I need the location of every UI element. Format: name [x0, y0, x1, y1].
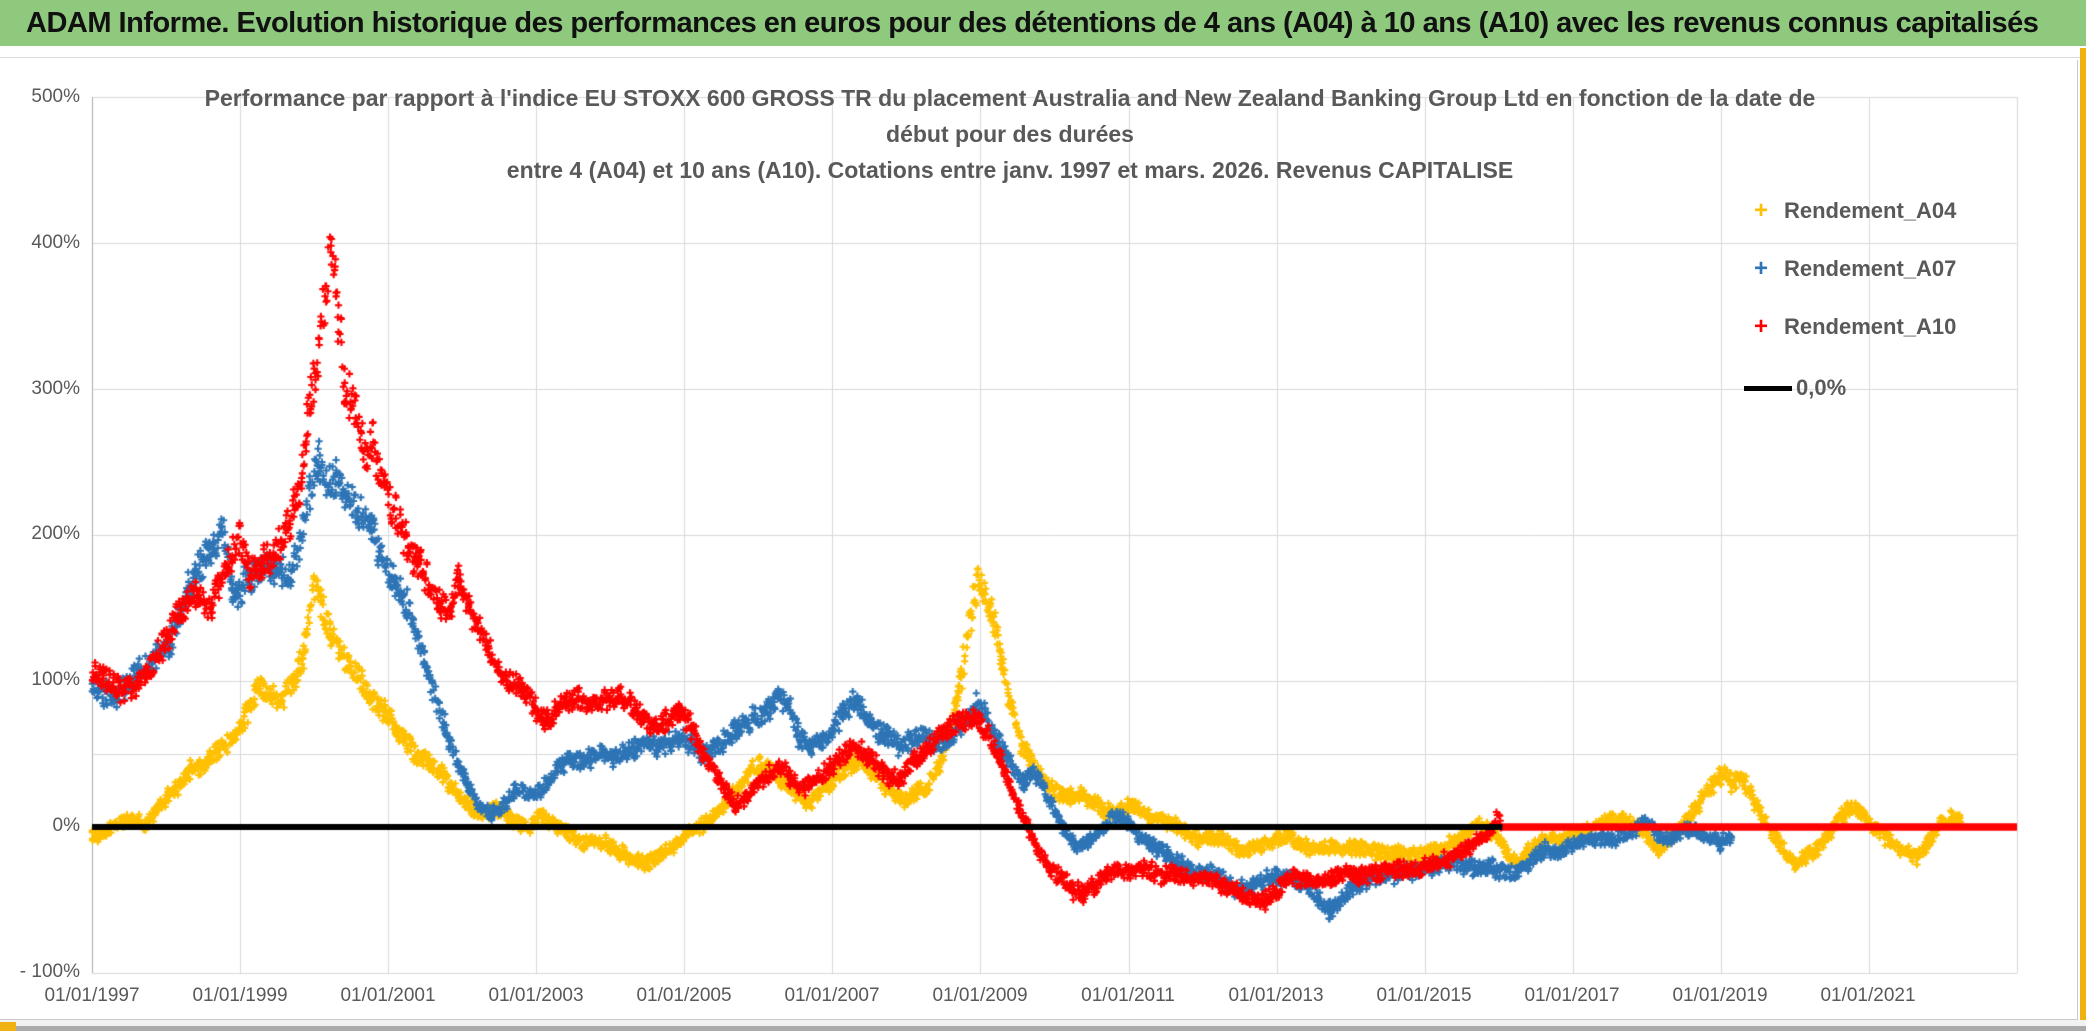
x-axis-label-2001: 01/01/2001: [340, 985, 436, 1006]
window-bottom-edge: [0, 1026, 2086, 1031]
x-axis-label-2011: 01/01/2011: [1081, 985, 1175, 1006]
row-under-chart: [0, 1020, 2086, 1026]
x-axis-label-2003: 01/01/2003: [488, 985, 584, 1006]
sheet-edge-gold-strip: [2080, 48, 2086, 1026]
sheet-corner-gold-square: [0, 1022, 16, 1031]
chart-title-line-2: début pour des durées: [886, 121, 1134, 147]
y-axis-label-100: 100%: [31, 669, 80, 690]
plus-marker-a10-icon: +: [1753, 313, 1768, 340]
x-axis-label-2019: 01/01/2019: [1672, 985, 1768, 1006]
y-axis-label-400: 400%: [31, 232, 80, 253]
banner-divider: [0, 57, 2086, 58]
banner-title: ADAM Informe. Evolution historique des p…: [26, 6, 2039, 39]
zero-line-swatch-icon: [1744, 385, 1792, 391]
chart-title-line-3: entre 4 (A04) et 10 ans (A10). Cotations…: [506, 157, 1514, 183]
y-axis-label-neg100: - 100%: [19, 961, 80, 982]
plus-marker-a04-icon: +: [1753, 197, 1768, 224]
x-axis-label-2005: 01/01/2005: [636, 985, 732, 1006]
plus-marker-a07-icon: +: [1753, 255, 1768, 282]
x-axis-label-2009: 01/01/2009: [932, 985, 1028, 1006]
legend-label-zero: 0,0%: [1796, 375, 1847, 400]
legend-label-a04: Rendement_A04: [1784, 198, 1957, 223]
y-axis-label-300: 300%: [31, 378, 80, 399]
legend-item-rendement-a04: + Rendement_A04: [1744, 196, 1956, 226]
x-axis-label-2015: 01/01/2015: [1376, 985, 1472, 1006]
chart-title: Performance par rapport à l'indice EU ST…: [190, 80, 1830, 188]
legend-item-zero-line: 0,0%: [1744, 373, 1846, 403]
y-axis-label-200: 200%: [31, 523, 80, 544]
x-axis-label-2017: 01/01/2017: [1524, 985, 1620, 1006]
y-axis-label-0: 0%: [52, 815, 80, 836]
legend-item-rendement-a10: + Rendement_A10: [1744, 312, 1956, 342]
legend-item-rendement-a07: + Rendement_A07: [1744, 254, 1956, 284]
chart-border-bottom: [0, 1019, 2078, 1020]
page-banner: ADAM Informe. Evolution historique des p…: [0, 0, 2086, 46]
x-axis-label-1997: 01/01/1997: [44, 985, 140, 1006]
legend-label-a10: Rendement_A10: [1784, 314, 1957, 339]
chart-title-line-1: Performance par rapport à l'indice EU ST…: [204, 85, 1816, 111]
x-axis-label-2007: 01/01/2007: [784, 985, 880, 1006]
x-axis-label-2021: 01/01/2021: [1820, 985, 1916, 1006]
legend-label-a07: Rendement_A07: [1784, 256, 1957, 281]
x-axis-label-2013: 01/01/2013: [1228, 985, 1324, 1006]
y-axis-label-500: 500%: [31, 86, 80, 107]
x-axis-label-1999: 01/01/1999: [192, 985, 288, 1006]
chart-border-right: [2077, 60, 2078, 1019]
